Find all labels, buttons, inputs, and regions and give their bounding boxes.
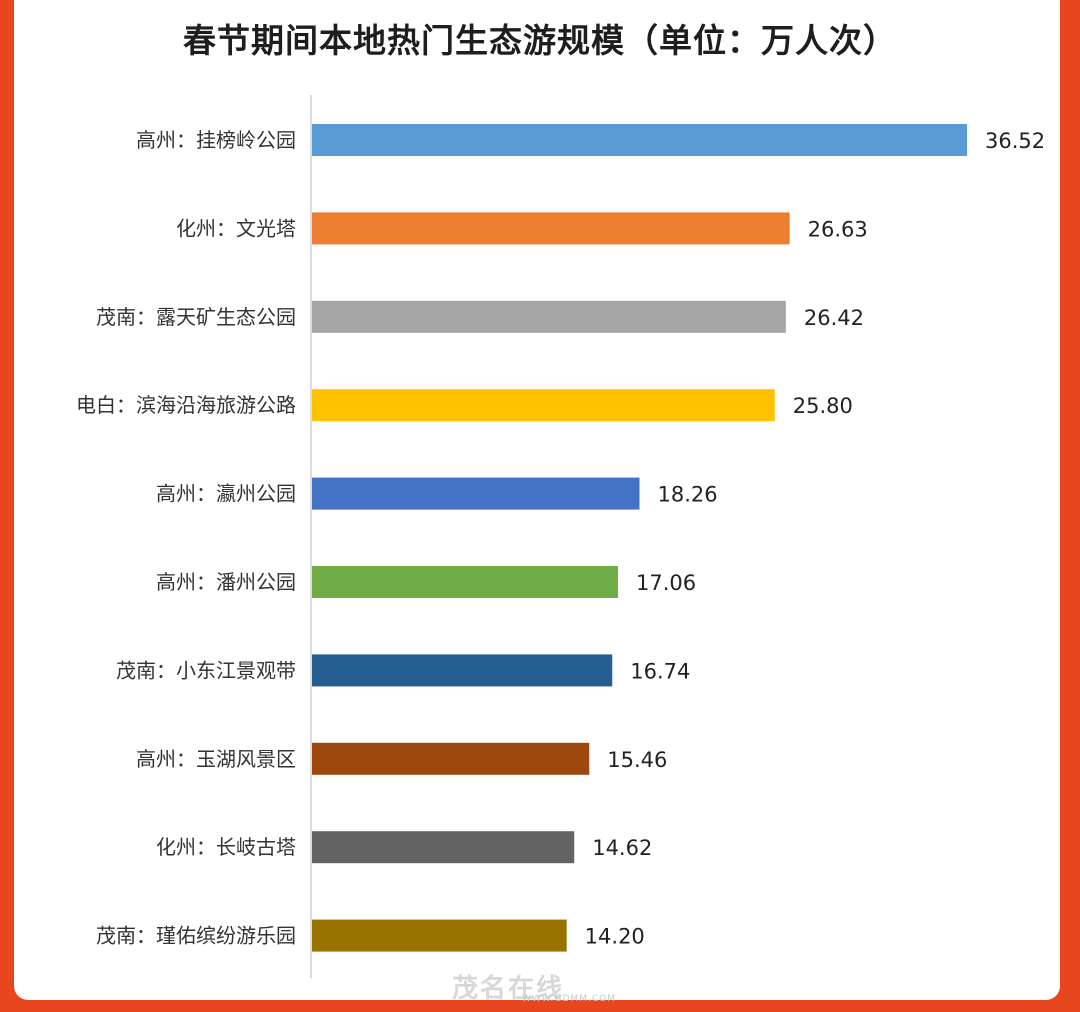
category-label: 化州：文光塔: [176, 216, 296, 240]
watermark-subtext: WWW.GDMM.COM: [522, 994, 616, 1004]
category-label: 茂南：露天矿生态公园: [96, 305, 296, 329]
bar: [312, 389, 775, 422]
category-label: 高州：潘州公园: [156, 570, 296, 594]
value-label: 17.06: [636, 571, 696, 595]
bar: [312, 300, 786, 333]
category-label: 电白：滨海沿海旅游公路: [76, 393, 296, 417]
value-label: 26.63: [808, 217, 868, 241]
bar: [312, 124, 967, 156]
value-label: 36.52: [985, 129, 1045, 153]
value-label: 14.20: [585, 925, 645, 949]
category-label: 高州：挂榜岭公园: [136, 128, 296, 152]
watermark-text: 茂名在线: [452, 974, 565, 1004]
category-label: 茂南：小东江景观带: [116, 658, 296, 682]
bar: [312, 654, 613, 687]
bar: [312, 212, 790, 245]
bar: [312, 477, 640, 510]
bar: [312, 742, 590, 775]
category-label: 化州：长岐古塔: [156, 835, 296, 859]
value-label: 18.26: [658, 483, 718, 507]
value-label: 25.80: [793, 394, 853, 418]
value-label: 16.74: [630, 659, 690, 683]
chart-title: 春节期间本地热门生态游规模（单位：万人次）: [183, 21, 897, 60]
value-label: 26.42: [804, 306, 864, 330]
value-label: 15.46: [607, 748, 667, 772]
bar: [312, 831, 575, 864]
category-label: 高州：玉湖风景区: [136, 747, 296, 771]
watermark: 茂名在线 WWW.GDMM.COM: [452, 968, 615, 1005]
category-label: 茂南：瑾佑缤纷游乐园: [96, 924, 296, 948]
category-label: 高州：瀛州公园: [156, 482, 296, 506]
bar: [312, 919, 567, 952]
value-label: 14.62: [592, 836, 652, 860]
bar: [312, 566, 618, 598]
